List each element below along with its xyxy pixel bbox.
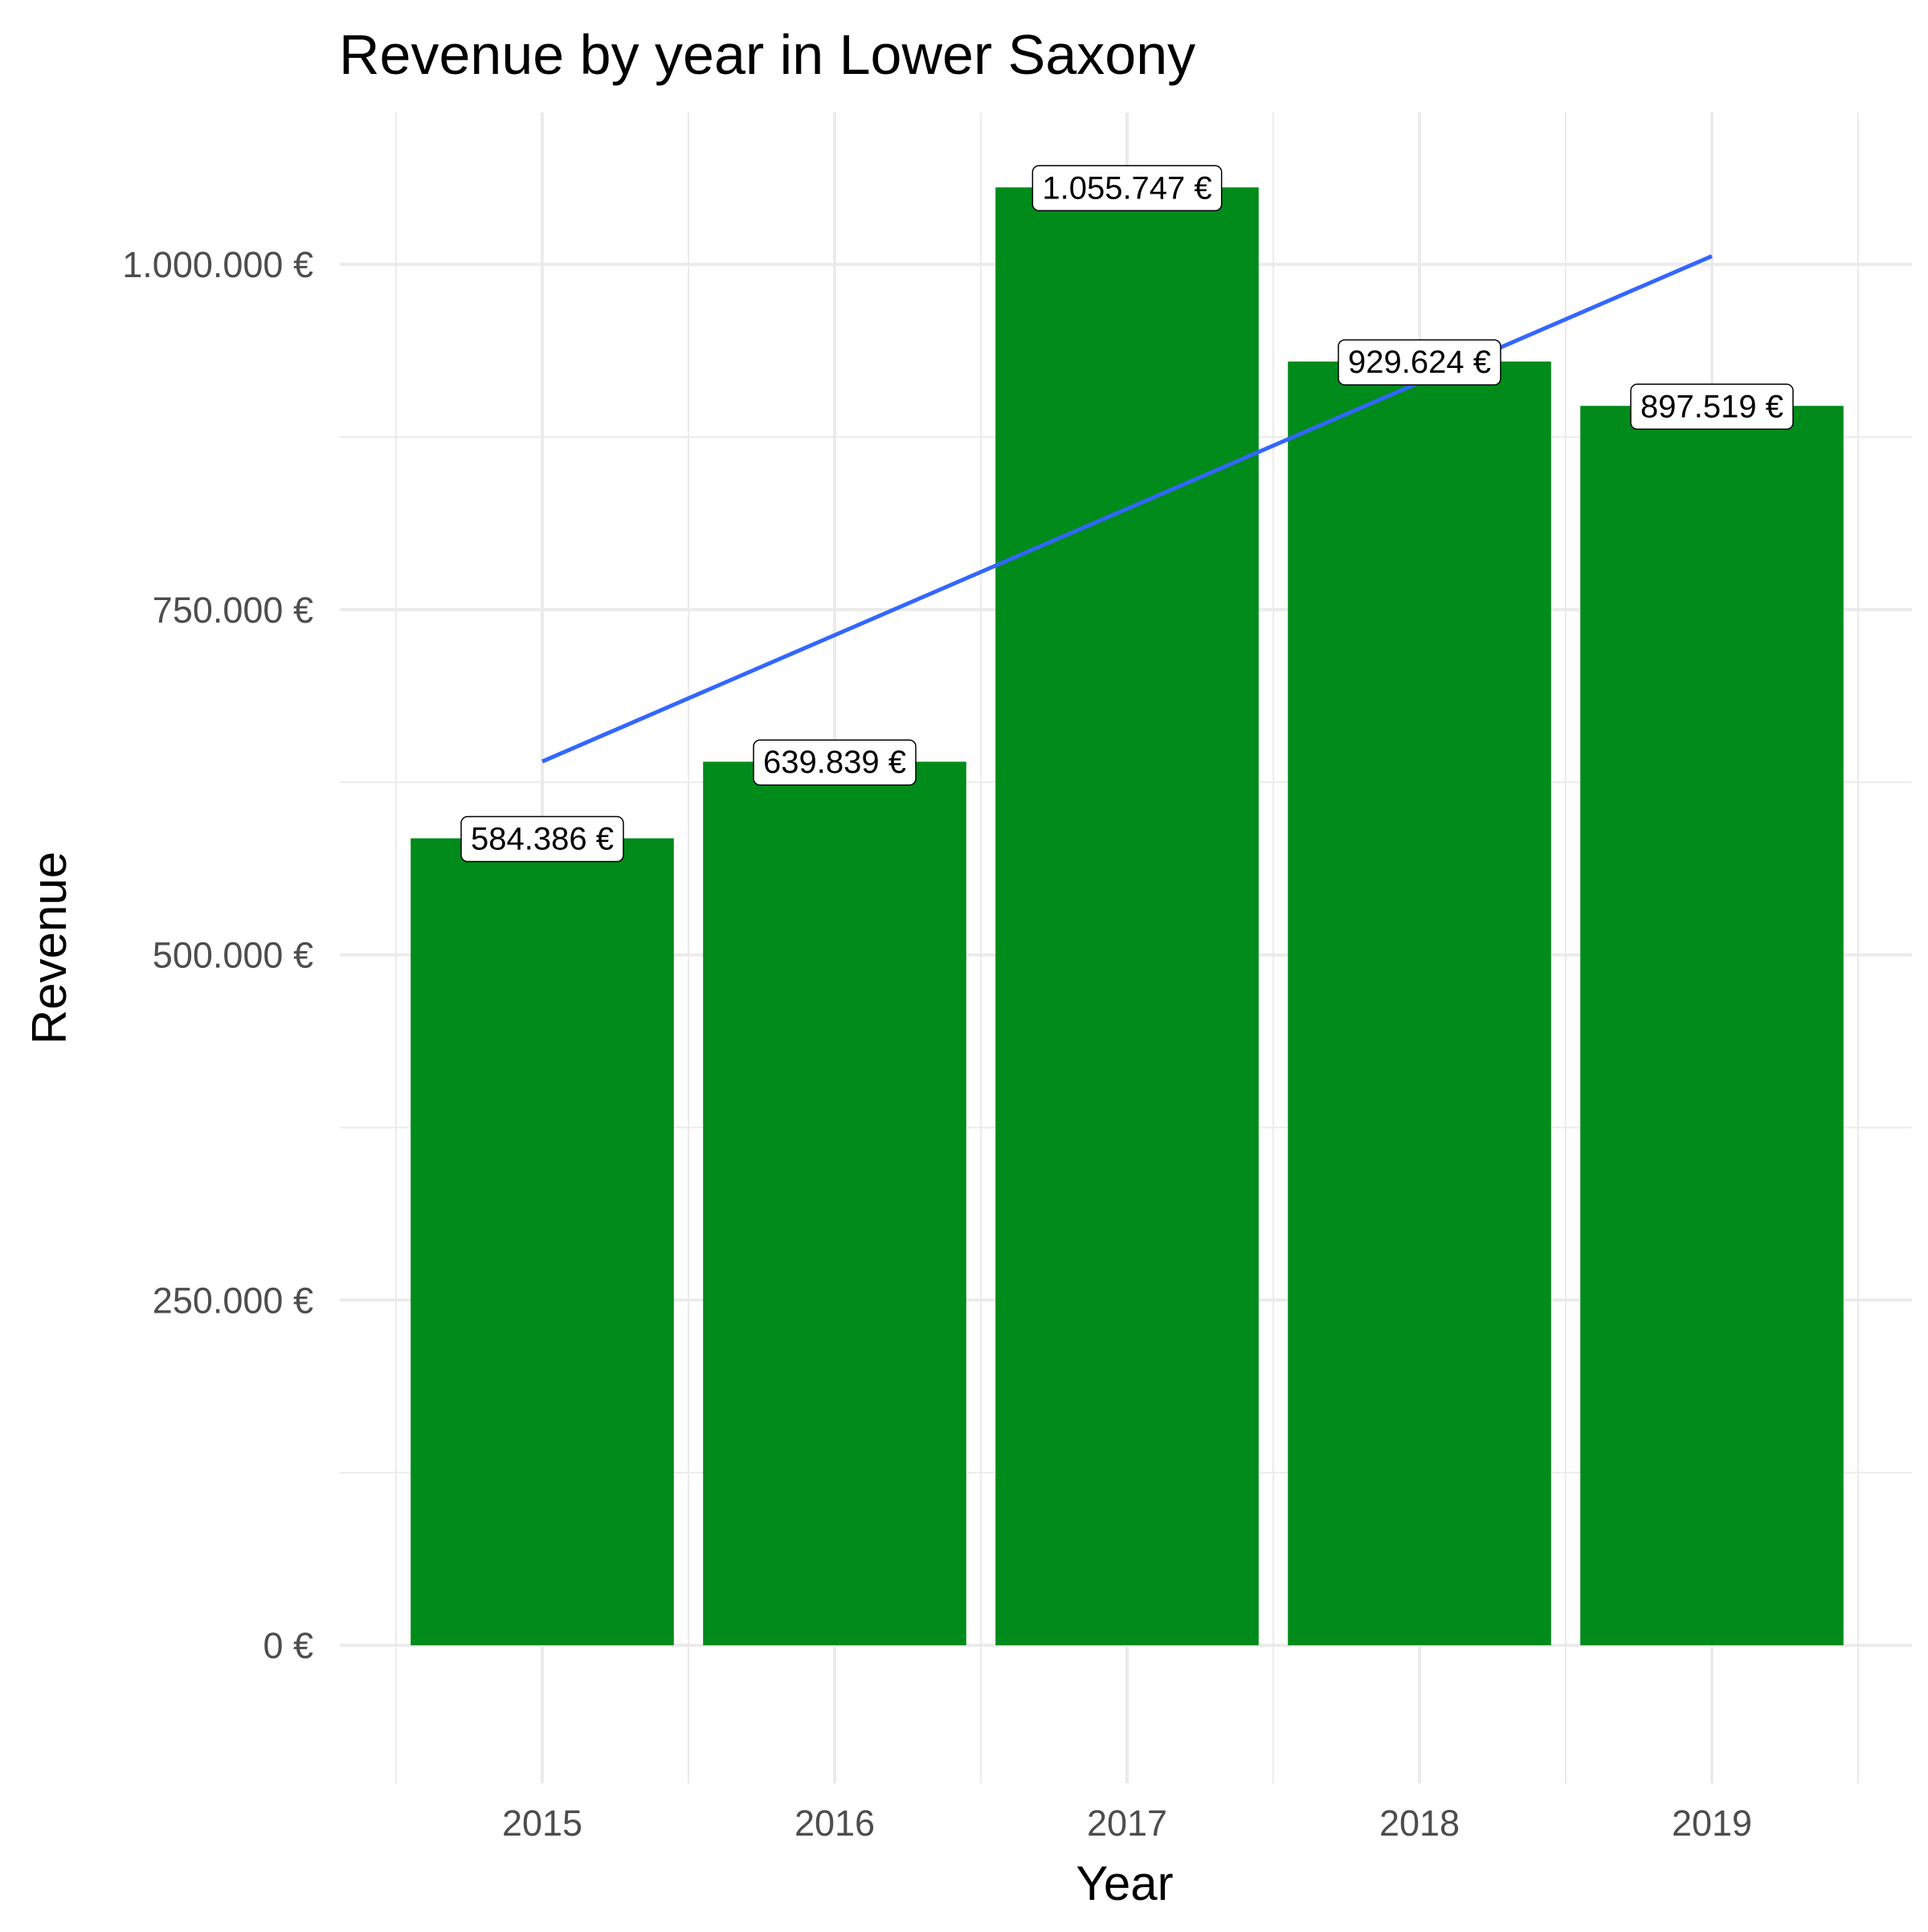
- y-tick-label: 750.000 €: [153, 590, 313, 631]
- y-tick-label: 500.000 €: [153, 935, 313, 976]
- bar-2016: [703, 762, 966, 1646]
- data-labels: 584.386 € 639.839 € 1.055.747 € 929.624 € 89…: [460, 165, 1794, 863]
- bar-2017: [995, 187, 1259, 1646]
- chart-title: Revenue by year in Lower Saxony: [339, 23, 1195, 86]
- y-axis-title: Revenue: [22, 852, 76, 1044]
- trend-line: [541, 254, 1713, 764]
- trend-line-group: [541, 254, 1713, 764]
- x-tick-label: 2019: [1672, 1803, 1752, 1844]
- data-label-box: [753, 739, 917, 786]
- x-tick-label: 2016: [794, 1803, 875, 1844]
- bar-2019: [1580, 406, 1844, 1646]
- data-label: 1.055.747 €: [1031, 165, 1223, 212]
- data-label-box: [1338, 339, 1501, 386]
- y-tick-label: 250.000 €: [153, 1280, 313, 1321]
- data-label-box: [1031, 165, 1223, 212]
- data-label-value: 1.055.747 €: [1042, 170, 1211, 206]
- data-label: 929.624 €: [1338, 339, 1501, 386]
- bar-2018: [1288, 361, 1551, 1646]
- bars: [411, 187, 1844, 1646]
- data-label-value: 584.386 €: [471, 822, 614, 857]
- x-tick-label: 2017: [1087, 1803, 1167, 1844]
- bar-2015: [411, 838, 674, 1646]
- axis-tick-labels: 0 € 250.000 € 500.000 € 750.000 € 1.000.000 …: [122, 244, 1752, 1844]
- x-tick-label: 2018: [1379, 1803, 1460, 1844]
- y-tick-label: 1.000.000 €: [122, 244, 313, 285]
- x-axis-title: Year: [1076, 1856, 1173, 1910]
- data-label-value: 639.839 €: [763, 745, 906, 780]
- data-label-value: 929.624 €: [1348, 345, 1491, 380]
- data-label: 639.839 €: [753, 739, 917, 786]
- data-label-box: [460, 815, 624, 863]
- x-tick-label: 2015: [502, 1803, 582, 1844]
- data-label: 897.519 €: [1630, 383, 1794, 431]
- data-label-value: 897.519 €: [1640, 389, 1783, 424]
- data-label-box: [1630, 383, 1794, 431]
- data-label: 584.386 €: [460, 815, 624, 863]
- y-tick-label: 0 €: [263, 1625, 313, 1666]
